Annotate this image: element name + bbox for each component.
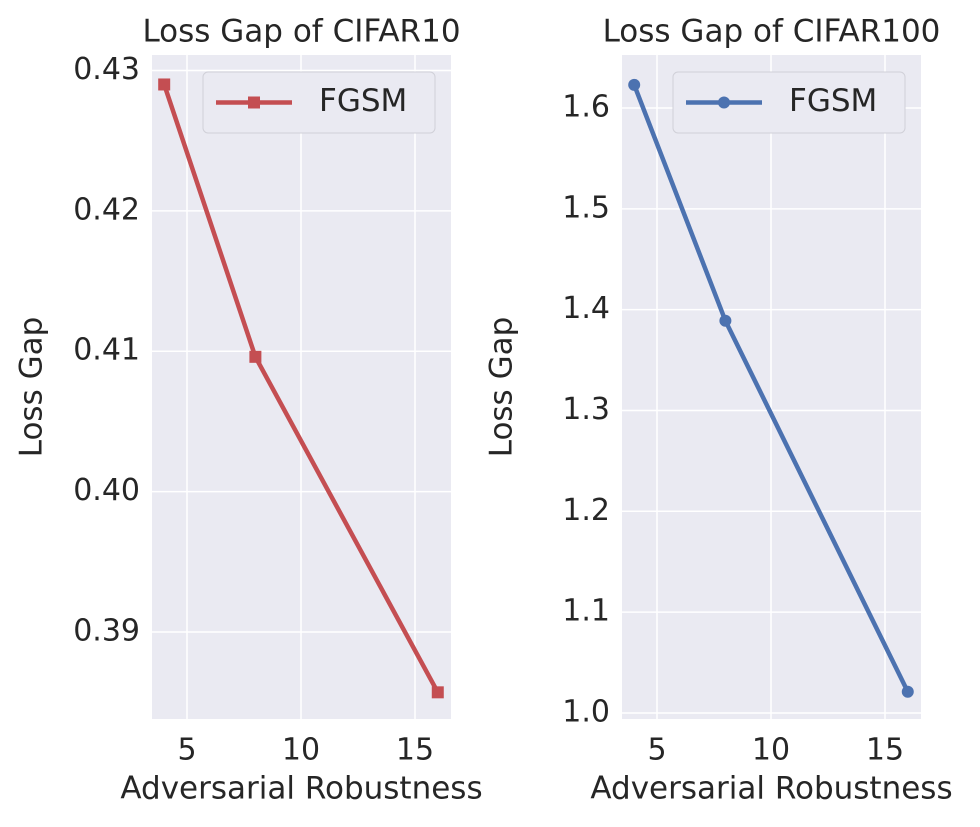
x-tick-label: 5 xyxy=(647,733,666,768)
y-tick-label: 1.4 xyxy=(562,291,610,326)
y-axis-label: Loss Gap xyxy=(14,317,50,458)
marker xyxy=(901,685,914,698)
marker xyxy=(158,78,171,91)
y-tick-label: 0.41 xyxy=(73,333,140,368)
y-tick-label: 0.39 xyxy=(73,613,140,648)
y-tick-label: 1.3 xyxy=(562,392,610,427)
y-tick-label: 0.42 xyxy=(73,192,140,227)
x-tick-label: 10 xyxy=(752,733,790,768)
x-axis-label: Adversarial Robustness xyxy=(120,771,482,807)
marker xyxy=(718,96,730,109)
y-tick-label: 0.40 xyxy=(73,473,140,508)
y-tick-label: 1.6 xyxy=(562,90,610,125)
legend-box xyxy=(202,71,436,134)
legend-label: FGSM xyxy=(319,83,407,119)
legend-label: FGSM xyxy=(789,83,877,119)
x-tick-label: 15 xyxy=(866,733,904,768)
marker xyxy=(249,350,262,363)
x-tick-label: 10 xyxy=(282,733,320,768)
y-tick-label: 1.2 xyxy=(562,493,610,528)
x-tick-label: 15 xyxy=(396,733,434,768)
marker xyxy=(719,314,732,327)
y-tick-label: 0.43 xyxy=(73,52,140,87)
legend-box xyxy=(672,71,906,134)
y-tick-label: 1.5 xyxy=(562,190,610,225)
x-axis-label: Adversarial Robustness xyxy=(590,771,952,807)
x-tick-label: 5 xyxy=(177,733,196,768)
marker xyxy=(431,686,444,699)
y-tick-label: 1.0 xyxy=(562,694,610,729)
marker xyxy=(628,78,641,91)
chart-title: Loss Gap of CIFAR100 xyxy=(603,14,941,50)
marker xyxy=(248,96,260,109)
chart-title: Loss Gap of CIFAR10 xyxy=(142,14,460,50)
y-axis-label: Loss Gap xyxy=(484,317,520,458)
y-tick-label: 1.1 xyxy=(562,594,610,629)
